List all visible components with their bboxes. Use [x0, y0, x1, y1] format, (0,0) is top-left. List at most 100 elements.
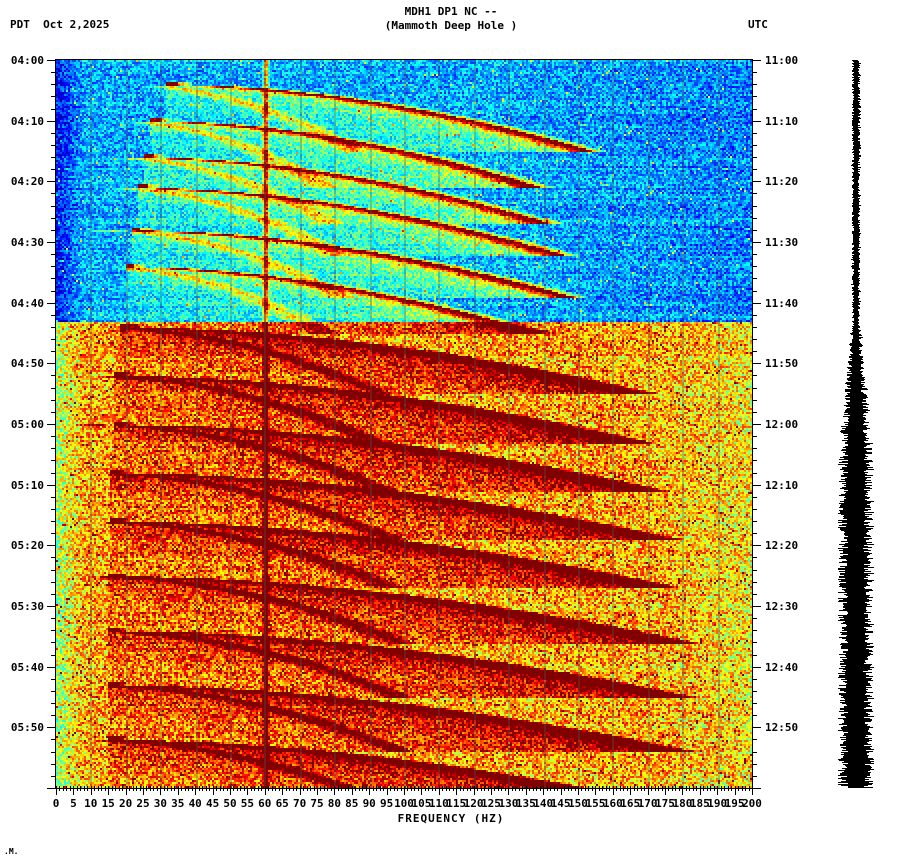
frequency-tick — [724, 786, 726, 791]
axis-tick — [752, 508, 757, 510]
frequency-tick-label: 135 — [515, 797, 536, 810]
spectrogram-plot[interactable] — [56, 60, 752, 788]
frequency-tick — [56, 786, 57, 795]
frequency-tick — [174, 786, 176, 791]
axis-tick — [752, 751, 757, 753]
frequency-tick — [501, 786, 503, 791]
frequency-tick — [181, 786, 183, 791]
frequency-tick — [671, 786, 673, 791]
time-tick-label-local: 04:00 — [10, 54, 44, 67]
frequency-tick — [703, 786, 705, 791]
frequency-tick — [170, 786, 172, 791]
axis-tick — [752, 60, 761, 61]
frequency-tick — [143, 786, 144, 795]
frequency-tick — [410, 786, 412, 791]
axis-tick — [752, 120, 761, 122]
frequency-tick — [546, 786, 548, 791]
frequency-tick — [487, 786, 489, 791]
frequency-tick — [522, 786, 524, 791]
frequency-axis: 0 5 10 15 20 25 30 35 40 45 50 55 60 65 70 75 80 85 90 95 10… — [40, 786, 780, 832]
frequency-tick — [209, 786, 211, 791]
frequency-tick — [612, 786, 614, 795]
frequency-tick — [713, 786, 715, 791]
time-tick-label-utc: 12:00 — [765, 418, 799, 431]
frequency-tick — [303, 786, 305, 791]
frequency-tick — [317, 786, 318, 795]
time-tick-label-utc: 11:50 — [765, 357, 799, 371]
frequency-tick — [296, 786, 298, 791]
frequency-tick — [675, 786, 677, 791]
axis-tick — [51, 472, 56, 474]
frequency-tick — [104, 786, 106, 791]
frequency-tick — [738, 786, 740, 791]
frequency-tick — [184, 786, 186, 791]
frequency-tick — [163, 786, 165, 791]
axis-tick — [51, 132, 56, 134]
axis-tick — [752, 387, 757, 389]
axis-tick — [51, 775, 56, 777]
frequency-tick-label: 105 — [411, 797, 432, 810]
axis-tick — [51, 739, 56, 741]
axis-tick — [47, 302, 56, 304]
frequency-tick — [376, 786, 378, 791]
axis-tick — [752, 144, 757, 146]
frequency-tick — [122, 786, 124, 791]
time-tick-label-utc: 12:10 — [765, 478, 799, 492]
axis-tick — [51, 715, 56, 717]
axis-tick — [752, 703, 757, 705]
frequency-tick — [369, 786, 371, 795]
frequency-tick — [654, 786, 656, 791]
axis-tick — [752, 763, 757, 765]
frequency-tick-label: 95 — [379, 797, 394, 810]
frequency-tick — [69, 786, 71, 791]
axis-tick — [47, 666, 56, 668]
frequency-tick — [459, 786, 461, 791]
page-title: MDH1 DP1 NC -- — [404, 5, 498, 18]
axis-tick — [51, 654, 56, 656]
axis-tick — [51, 290, 56, 292]
frequency-tick-label: 75 — [310, 797, 324, 810]
frequency-tick — [598, 786, 600, 791]
frequency-tick — [623, 786, 625, 791]
frequency-tick — [584, 786, 586, 791]
spectrogram-canvas[interactable] — [56, 60, 752, 788]
frequency-tick — [59, 786, 61, 791]
time-tick-label-local: 05:00 — [10, 418, 44, 431]
frequency-tick — [417, 786, 419, 791]
frequency-tick — [414, 786, 416, 791]
frequency-tick — [404, 786, 405, 795]
frequency-tick — [264, 786, 266, 795]
frequency-tick — [268, 786, 270, 791]
axis-tick — [752, 302, 761, 304]
frequency-tick — [640, 786, 642, 791]
frequency-tick — [390, 786, 392, 791]
axis-tick — [51, 217, 56, 219]
frequency-tick — [323, 786, 325, 791]
axis-tick — [51, 690, 56, 692]
axis-tick — [752, 108, 757, 110]
axis-tick — [47, 545, 56, 547]
frequency-tick — [442, 786, 444, 791]
axis-tick — [51, 460, 56, 462]
frequency-tick — [62, 786, 64, 791]
axis-tick — [752, 399, 757, 401]
axis-tick — [51, 399, 56, 401]
axis-tick — [51, 763, 56, 765]
axis-tick — [752, 569, 757, 571]
axis-tick — [752, 460, 757, 462]
header-utc-label: UTC — [748, 18, 768, 31]
frequency-tick — [497, 786, 499, 791]
frequency-tick — [529, 786, 531, 791]
frequency-tick-label: 45 — [205, 797, 220, 810]
frequency-tick — [581, 786, 583, 791]
frequency-tick — [699, 786, 701, 795]
frequency-tick-label: 50 — [223, 797, 237, 810]
frequency-tick — [536, 786, 538, 791]
frequency-tick — [216, 786, 218, 791]
frequency-tick-label: 55 — [240, 797, 255, 810]
axis-tick — [51, 278, 56, 280]
frequency-tick — [355, 786, 357, 791]
time-tick-label-utc: 12:30 — [765, 600, 799, 613]
frequency-tick — [271, 786, 273, 791]
axis-tick — [51, 581, 56, 583]
